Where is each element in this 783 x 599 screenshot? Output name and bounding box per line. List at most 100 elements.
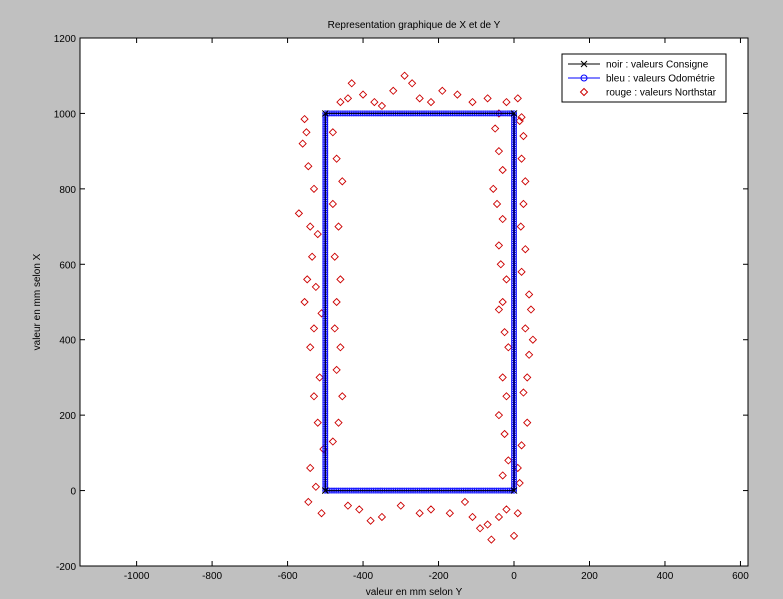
northstar-point bbox=[389, 86, 398, 95]
northstar-point bbox=[396, 501, 405, 510]
northstar-point bbox=[524, 350, 534, 359]
northstar-point bbox=[338, 392, 347, 401]
y-tick-label: 400 bbox=[59, 336, 76, 347]
northstar-point bbox=[445, 509, 454, 518]
northstar-point bbox=[475, 524, 485, 533]
northstar-point bbox=[307, 252, 317, 261]
x-tick-label: -400 bbox=[353, 571, 373, 582]
northstar-point bbox=[313, 229, 322, 239]
northstar-point bbox=[306, 343, 315, 352]
consigne-point bbox=[321, 110, 329, 117]
northstar-point bbox=[487, 535, 496, 544]
northstar-point bbox=[494, 411, 504, 420]
x-tick-label: -200 bbox=[429, 571, 449, 582]
northstar-point bbox=[309, 324, 319, 333]
northstar-point bbox=[336, 343, 345, 352]
y-tick-label: 0 bbox=[70, 487, 76, 498]
northstar-point bbox=[317, 509, 326, 518]
axis-ticks: -1000 -800 -600 -400 -200 0 200 400 600 -200 0 200 4… bbox=[54, 34, 749, 582]
northstar-point bbox=[400, 71, 409, 80]
northstar-point bbox=[438, 86, 447, 95]
legend-label: bleu : valeurs Odométrie bbox=[606, 74, 715, 85]
northstar-point bbox=[513, 509, 522, 518]
northstar-point bbox=[502, 275, 511, 284]
northstar-point bbox=[306, 463, 315, 473]
x-tick-label: 0 bbox=[511, 571, 517, 582]
northstar-point bbox=[468, 512, 477, 522]
northstar-point bbox=[515, 478, 524, 488]
northstar-point bbox=[483, 520, 492, 529]
northstar-point bbox=[330, 324, 339, 333]
northstar-point bbox=[521, 177, 530, 186]
northstar-point bbox=[468, 97, 477, 107]
northstar-point bbox=[334, 222, 343, 231]
northstar-point bbox=[298, 139, 307, 148]
northstar-point bbox=[332, 297, 341, 307]
northstar-point bbox=[492, 199, 502, 209]
northstar-point bbox=[313, 418, 322, 427]
northstar-point bbox=[370, 97, 379, 107]
northstar-point bbox=[338, 177, 347, 186]
x-tick-label: -800 bbox=[202, 571, 222, 582]
northstar-point bbox=[516, 222, 525, 231]
y-tick-label: -200 bbox=[56, 562, 76, 573]
legend-marker bbox=[579, 87, 589, 97]
northstar-point bbox=[343, 501, 353, 510]
northstar-point bbox=[366, 516, 375, 525]
northstar-point bbox=[315, 373, 324, 382]
northstar-point bbox=[334, 418, 343, 427]
northstar-point bbox=[294, 209, 304, 218]
x-tick-label: -600 bbox=[278, 571, 298, 582]
northstar-point bbox=[332, 154, 341, 163]
northstar-point bbox=[332, 365, 341, 375]
northstar-point bbox=[358, 90, 368, 99]
x-tick-label: -1000 bbox=[124, 571, 150, 582]
consigne-point bbox=[510, 487, 518, 494]
northstar-point bbox=[498, 471, 507, 480]
northstar-point bbox=[494, 305, 504, 314]
northstar-point bbox=[377, 101, 387, 111]
legend: noir : valeurs Consigne bleu : valeurs Od… bbox=[561, 53, 727, 103]
northstar-point bbox=[517, 154, 526, 163]
northstar-point bbox=[343, 94, 353, 103]
northstar-point bbox=[528, 335, 538, 344]
northstar-point bbox=[519, 131, 528, 141]
northstar-point bbox=[524, 290, 534, 299]
northstar-point bbox=[303, 275, 312, 284]
northstar-point bbox=[523, 373, 532, 382]
legend-marker bbox=[580, 60, 588, 68]
northstar-point bbox=[500, 429, 509, 439]
northstar-point bbox=[309, 392, 319, 401]
consigne-series bbox=[321, 110, 518, 494]
northstar-point bbox=[328, 128, 337, 137]
legend-label: noir : valeurs Consigne bbox=[606, 60, 709, 71]
northstar-point bbox=[304, 497, 313, 507]
northstar-point bbox=[502, 392, 511, 401]
y-tick-label: 800 bbox=[59, 185, 76, 196]
northstar-point bbox=[521, 245, 530, 254]
northstar-point bbox=[328, 199, 337, 209]
northstar-point bbox=[415, 509, 424, 518]
northstar-point bbox=[494, 512, 504, 522]
northstar-point bbox=[521, 324, 530, 333]
northstar-point bbox=[304, 162, 313, 171]
northstar-point bbox=[523, 418, 532, 427]
northstar-point bbox=[500, 328, 509, 337]
northstar-point bbox=[515, 116, 524, 126]
northstar-point bbox=[498, 165, 507, 175]
northstar-point bbox=[328, 437, 337, 446]
consigne-point bbox=[510, 110, 518, 117]
northstar-point bbox=[300, 114, 309, 124]
northstar-point bbox=[300, 297, 309, 307]
northstar-point bbox=[496, 260, 505, 269]
northstar-series bbox=[294, 71, 538, 544]
y-tick-label: 200 bbox=[59, 411, 76, 422]
y-tick-label: 1200 bbox=[54, 34, 77, 45]
northstar-point bbox=[517, 267, 526, 276]
northstar-point bbox=[460, 497, 470, 507]
northstar-point bbox=[330, 252, 339, 261]
northstar-point bbox=[309, 184, 319, 193]
northstar-point bbox=[306, 222, 315, 231]
northstar-point bbox=[513, 463, 522, 473]
